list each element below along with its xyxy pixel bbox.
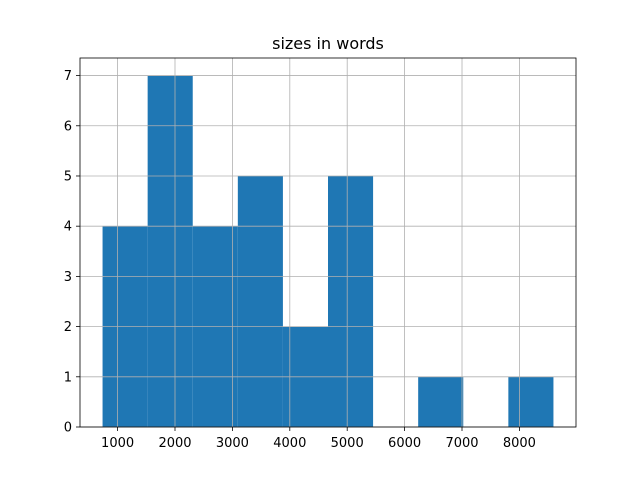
x-tick-label: 2000 xyxy=(158,436,191,451)
x-tick-label: 6000 xyxy=(388,436,421,451)
x-tick-label: 4000 xyxy=(273,436,306,451)
chart-title: sizes in words xyxy=(272,34,384,53)
bar xyxy=(508,376,554,427)
x-tick-label: 1000 xyxy=(101,436,134,451)
y-tick-label: 3 xyxy=(64,270,72,285)
y-tick-label: 4 xyxy=(64,220,72,235)
x-tick-label: 7000 xyxy=(445,436,478,451)
y-tick-label: 1 xyxy=(64,370,72,385)
y-tick-label: 6 xyxy=(64,119,72,134)
plot-frame xyxy=(79,57,577,428)
x-tick-label: 8000 xyxy=(503,436,536,451)
bar xyxy=(237,175,283,427)
x-tick-label: 3000 xyxy=(216,436,249,451)
bar xyxy=(328,175,374,427)
bar xyxy=(418,376,464,427)
x-tick-label: 5000 xyxy=(331,436,364,451)
y-tick-label: 0 xyxy=(64,421,72,436)
y-tick-label: 5 xyxy=(64,169,72,184)
bar xyxy=(147,75,193,428)
y-tick-label: 7 xyxy=(64,69,72,84)
y-tick-label: 2 xyxy=(64,320,72,335)
